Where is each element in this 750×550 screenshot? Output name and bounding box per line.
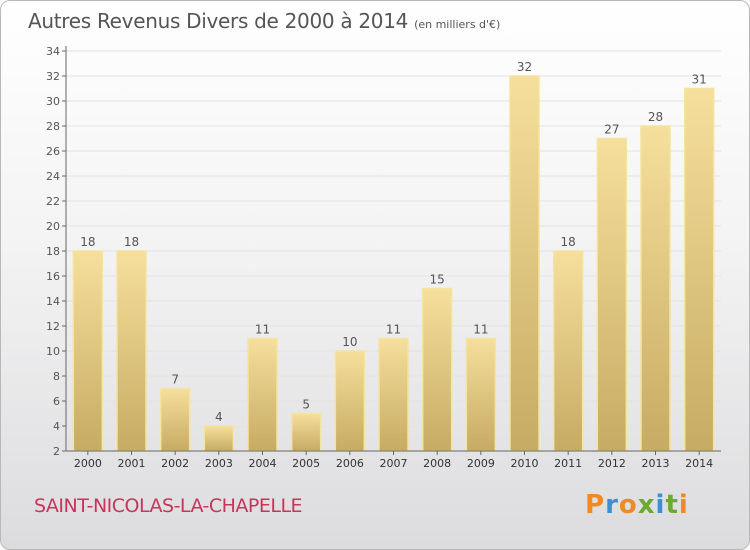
x-tick-label: 2014 xyxy=(685,457,713,470)
data-label-2004: 11 xyxy=(255,323,270,337)
y-tick-label: 18 xyxy=(46,245,60,258)
data-label-2007: 11 xyxy=(386,323,401,337)
y-tick-label: 8 xyxy=(53,370,60,383)
bar-2006 xyxy=(334,350,366,452)
y-tick-label: 12 xyxy=(46,320,60,333)
logo-letter: i xyxy=(678,490,689,520)
y-tick-label: 26 xyxy=(46,145,60,158)
chart-title: Autres Revenus Divers de 2000 à 2014 xyxy=(28,9,409,33)
bars xyxy=(72,75,715,452)
y-tick-label: 20 xyxy=(46,220,60,233)
data-label-2009: 11 xyxy=(473,323,488,337)
x-tick-label: 2007 xyxy=(380,457,408,470)
data-label-2014: 31 xyxy=(692,73,707,87)
data-label-2012: 27 xyxy=(604,123,619,137)
x-tick-label: 2005 xyxy=(292,457,320,470)
bar-2013 xyxy=(640,125,671,452)
x-tick-label: 2013 xyxy=(642,457,670,470)
x-tick-label: 2008 xyxy=(423,457,451,470)
bar-2010 xyxy=(509,75,540,452)
logo-letter: P xyxy=(585,490,606,520)
x-tick-label: 2002 xyxy=(161,457,189,470)
bar-2012 xyxy=(596,137,628,452)
place-name: SAINT-NICOLAS-LA-CHAPELLE xyxy=(34,495,303,517)
bar-2004 xyxy=(247,337,278,452)
bar-2000 xyxy=(72,250,104,452)
data-label-2013: 28 xyxy=(648,110,663,124)
y-tick-label: 16 xyxy=(46,270,60,283)
logo-letter: t xyxy=(665,490,679,520)
x-tick-label: 2009 xyxy=(467,457,495,470)
y-tick-label: 14 xyxy=(46,295,60,308)
data-label-2010: 32 xyxy=(517,60,532,74)
y-tick-label: 34 xyxy=(46,45,60,58)
bar-2003 xyxy=(203,425,235,452)
x-tick-label: 2000 xyxy=(74,457,102,470)
data-label-2008: 15 xyxy=(430,273,445,287)
x-tick-label: 2001 xyxy=(118,457,146,470)
bar-2009 xyxy=(465,337,497,452)
logo-letter: o xyxy=(618,490,638,520)
y-tick-label: 6 xyxy=(53,395,60,408)
x-tick-label: 2003 xyxy=(205,457,233,470)
y-tick-label: 32 xyxy=(46,70,60,83)
bar-2014 xyxy=(683,87,715,452)
y-tick-label: 30 xyxy=(46,95,60,108)
y-tick-label: 22 xyxy=(46,195,60,208)
data-label-2011: 18 xyxy=(561,235,576,249)
bar-2011 xyxy=(552,250,584,452)
data-label-2002: 7 xyxy=(171,373,179,387)
y-tick-label: 24 xyxy=(46,170,60,183)
data-label-2003: 4 xyxy=(215,410,223,424)
logo-letter: i xyxy=(655,490,666,520)
proxiti-logo: Proxiti xyxy=(585,490,689,520)
x-tick-label: 2011 xyxy=(554,457,582,470)
data-label-2000: 18 xyxy=(80,235,95,249)
y-tick-label: 10 xyxy=(46,345,60,358)
x-tick-label: 2004 xyxy=(249,457,277,470)
bar-2005 xyxy=(290,412,322,452)
y-tick-label: 2 xyxy=(53,445,60,458)
y-tick-label: 4 xyxy=(53,420,60,433)
data-label-2006: 10 xyxy=(342,335,357,349)
x-tick-label: 2012 xyxy=(598,457,626,470)
data-labels: 18 18 7 4 11 5 10 11 15 11 32 18 27 28 31 xyxy=(80,60,707,424)
data-label-2001: 18 xyxy=(124,235,139,249)
logo-letter: x xyxy=(637,490,656,520)
x-tick-label: 2010 xyxy=(511,457,539,470)
chart-subtitle: (en milliers d'€) xyxy=(414,18,501,31)
bar-2008 xyxy=(421,287,453,452)
x-tick-label: 2006 xyxy=(336,457,364,470)
bar-2002 xyxy=(159,387,191,452)
logo-letter: r xyxy=(605,490,619,520)
data-label-2005: 5 xyxy=(302,398,310,412)
chart-heading: Autres Revenus Divers de 2000 à 2014 (en … xyxy=(28,9,500,33)
bar-2007 xyxy=(378,337,409,452)
y-tick-label: 28 xyxy=(46,120,60,133)
bar-2001 xyxy=(116,250,147,452)
